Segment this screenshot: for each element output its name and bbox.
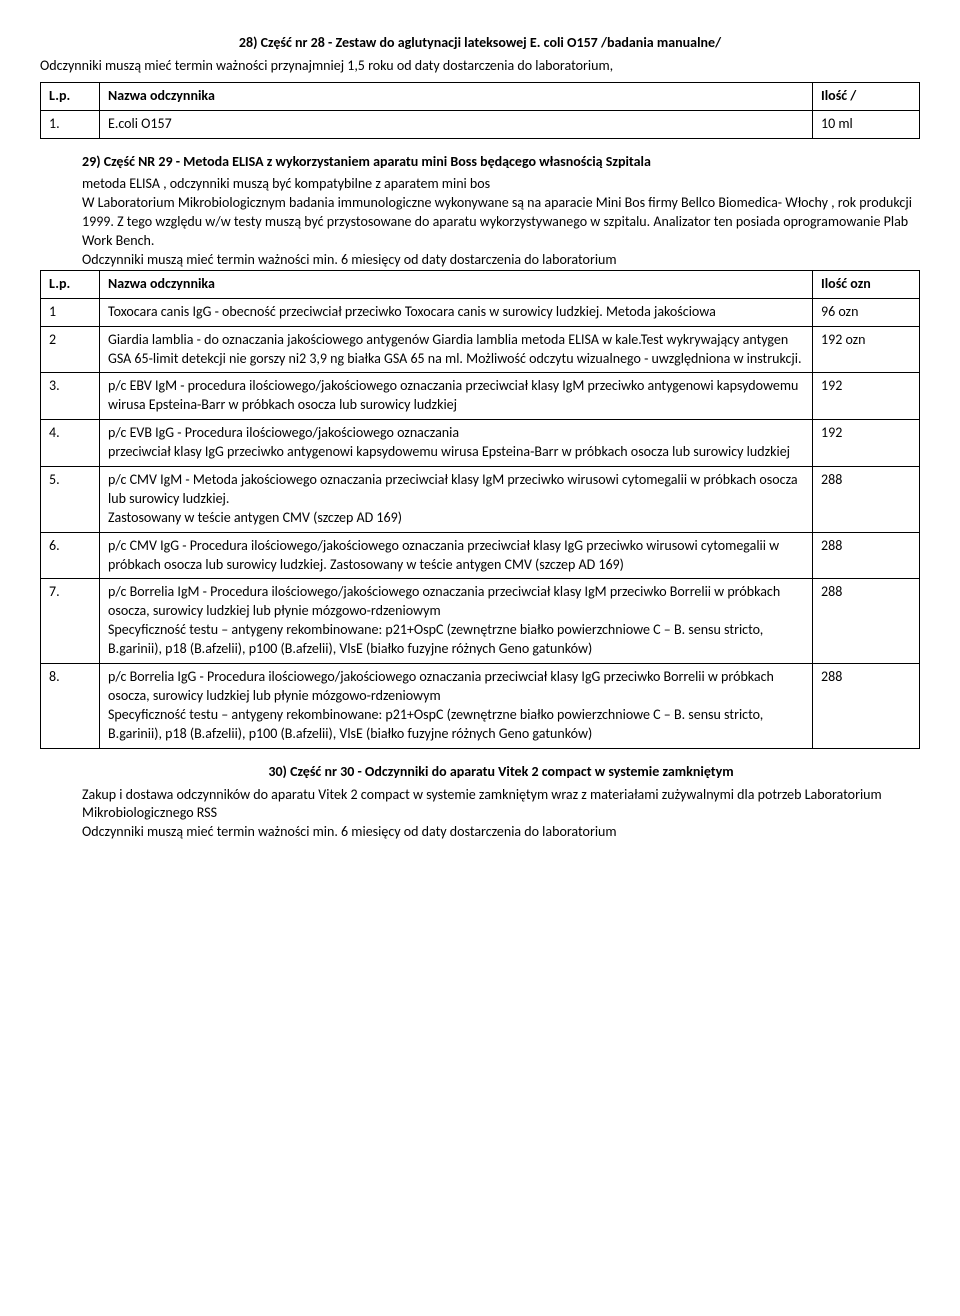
- cell-name: E.coli O157: [100, 110, 813, 138]
- cell-qty: 288: [813, 532, 920, 579]
- cell-lp: 1: [41, 298, 100, 326]
- table-row: 6. p/c CMV IgG - Procedura ilościowego/j…: [41, 532, 920, 579]
- section-28-title: 28) Część nr 28 - Zestaw do aglutynacji …: [40, 34, 920, 53]
- cell-qty: 288: [813, 467, 920, 533]
- th-lp: L.p.: [41, 82, 100, 110]
- table-row: 5. p/c CMV IgM - Metoda jakościowego ozn…: [41, 467, 920, 533]
- cell-name: p/c CMV IgG - Procedura ilościowego/jako…: [100, 532, 813, 579]
- th-lp: L.p.: [41, 270, 100, 298]
- cell-name: p/c Borrelia IgM - Procedura ilościowego…: [100, 579, 813, 664]
- table-28: L.p. Nazwa odczynnika Ilość / 1. E.coli …: [40, 82, 920, 139]
- cell-qty: 288: [813, 579, 920, 664]
- section-29-intro-1: metoda ELISA , odczynniki muszą być komp…: [82, 175, 920, 194]
- cell-lp: 4.: [41, 420, 100, 467]
- cell-qty: 96 ozn: [813, 298, 920, 326]
- th-qty: Ilość /: [813, 82, 920, 110]
- table-row: L.p. Nazwa odczynnika Ilość /: [41, 82, 920, 110]
- cell-lp: 5.: [41, 467, 100, 533]
- section-30-intro-1: Zakup i dostawa odczynników do aparatu V…: [82, 786, 920, 824]
- cell-qty: 10 ml: [813, 110, 920, 138]
- cell-lp: 2: [41, 326, 100, 373]
- table-row: 4. p/c EVB IgG - Procedura ilościowego/j…: [41, 420, 920, 467]
- table-row: L.p. Nazwa odczynnika Ilość ozn: [41, 270, 920, 298]
- cell-qty: 192 ozn: [813, 326, 920, 373]
- table-row: 2 Giardia lamblia - do oznaczania jakośc…: [41, 326, 920, 373]
- th-name: Nazwa odczynnika: [100, 270, 813, 298]
- table-row: 3. p/c EBV IgM - procedura ilościowego/j…: [41, 373, 920, 420]
- cell-qty: 192: [813, 420, 920, 467]
- cell-name: p/c EBV IgM - procedura ilościowego/jako…: [100, 373, 813, 420]
- table-row: 1 Toxocara canis IgG - obecność przeciwc…: [41, 298, 920, 326]
- cell-name: p/c Borrelia IgG - Procedura ilościowego…: [100, 664, 813, 749]
- section-29-title: 29) Część NR 29 - Metoda ELISA z wykorzy…: [82, 153, 920, 172]
- cell-name: p/c EVB IgG - Procedura ilościowego/jako…: [100, 420, 813, 467]
- cell-lp: 7.: [41, 579, 100, 664]
- th-name: Nazwa odczynnika: [100, 82, 813, 110]
- cell-qty: 192: [813, 373, 920, 420]
- section-28-intro: Odczynniki muszą mieć termin ważności pr…: [40, 57, 920, 76]
- th-qty: Ilość ozn: [813, 270, 920, 298]
- cell-name: p/c CMV IgM - Metoda jakościowego oznacz…: [100, 467, 813, 533]
- section-30-intro-2: Odczynniki muszą mieć termin ważności mi…: [82, 823, 920, 842]
- cell-lp: 3.: [41, 373, 100, 420]
- cell-name: Toxocara canis IgG - obecność przeciwcia…: [100, 298, 813, 326]
- cell-lp: 1.: [41, 110, 100, 138]
- table-row: 1. E.coli O157 10 ml: [41, 110, 920, 138]
- cell-qty: 288: [813, 664, 920, 749]
- cell-name: Giardia lamblia - do oznaczania jakościo…: [100, 326, 813, 373]
- cell-lp: 8.: [41, 664, 100, 749]
- section-29-intro-3: Odczynniki muszą mieć termin ważności mi…: [82, 251, 920, 270]
- table-row: 7. p/c Borrelia IgM - Procedura ilościow…: [41, 579, 920, 664]
- section-29-intro-2: W Laboratorium Mikrobiologicznym badania…: [82, 194, 920, 251]
- cell-lp: 6.: [41, 532, 100, 579]
- table-row: 8. p/c Borrelia IgG - Procedura ilościow…: [41, 664, 920, 749]
- section-30-title: 30) Część nr 30 - Odczynniki do aparatu …: [82, 763, 920, 782]
- table-29: L.p. Nazwa odczynnika Ilość ozn 1 Toxoca…: [40, 270, 920, 749]
